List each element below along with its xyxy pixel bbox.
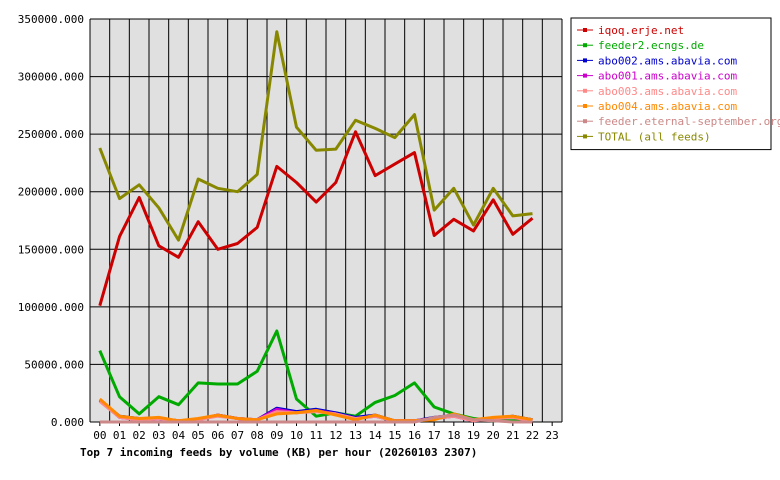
x-tick-label: 23 bbox=[546, 429, 559, 442]
plot-area: 0.000 50000.000 100000.000 150000.000 200000… bbox=[18, 13, 563, 442]
x-tick-label: 06 bbox=[211, 429, 224, 442]
legend: iqoq.erje.net feeder2.ecngs.de abo002.ams.… bbox=[570, 17, 780, 151]
legend-marker bbox=[583, 119, 587, 124]
y-tick-label: 0.000 bbox=[51, 416, 84, 429]
legend-marker bbox=[583, 88, 587, 93]
legend-label: TOTAL (all feeds) bbox=[598, 130, 711, 143]
y-tick-label: 150000.000 bbox=[18, 243, 84, 256]
x-tick-label: 16 bbox=[408, 429, 421, 442]
x-tick-label: 10 bbox=[290, 429, 303, 442]
x-tick-label: 15 bbox=[388, 429, 401, 442]
x-tick-label: 14 bbox=[369, 429, 383, 442]
x-tick-label: 05 bbox=[192, 429, 205, 442]
x-tick-label: 02 bbox=[133, 429, 146, 442]
x-tick-label: 11 bbox=[310, 429, 323, 442]
x-tick-label: 18 bbox=[447, 429, 460, 442]
x-tick-label: 00 bbox=[93, 429, 106, 442]
legend-label: iqoq.erje.net bbox=[598, 24, 684, 37]
y-tick-label: 50000.000 bbox=[24, 358, 84, 371]
y-tick-label: 200000.000 bbox=[18, 186, 84, 199]
series-line bbox=[98, 130, 534, 307]
y-tick-label: 300000.000 bbox=[18, 71, 84, 84]
x-tick-label: 13 bbox=[349, 429, 362, 442]
x-tick-label: 22 bbox=[526, 429, 539, 442]
legend-label: abo001.ams.abavia.com bbox=[598, 70, 737, 83]
x-tick-label: 19 bbox=[467, 429, 480, 442]
legend-marker bbox=[583, 58, 587, 63]
legend-marker bbox=[583, 43, 587, 48]
legend-label: feeder2.ecngs.de bbox=[598, 39, 704, 52]
x-tick-label: 17 bbox=[428, 429, 441, 442]
x-tick-label: 08 bbox=[251, 429, 264, 442]
y-tick-label: 350000.000 bbox=[18, 13, 84, 26]
legend-label: abo004.ams.abavia.com bbox=[598, 100, 737, 113]
legend-marker bbox=[583, 104, 587, 108]
chart-title: Top 7 incoming feeds by volume (KB) per … bbox=[80, 446, 477, 459]
x-tick-label: 04 bbox=[172, 429, 186, 442]
x-tick-label: 03 bbox=[152, 429, 165, 442]
legend-marker bbox=[583, 134, 587, 139]
legend-box bbox=[570, 17, 772, 151]
legend-marker bbox=[583, 73, 587, 78]
series-line bbox=[98, 30, 533, 242]
x-tick-label: 21 bbox=[506, 429, 519, 442]
x-tick-label: 09 bbox=[270, 429, 283, 442]
x-tick-label: 07 bbox=[231, 429, 244, 442]
y-tick-label: 100000.000 bbox=[18, 301, 84, 314]
y-tick-label: 250000.000 bbox=[18, 128, 84, 141]
x-tick-label: 12 bbox=[329, 429, 342, 442]
series-line bbox=[99, 413, 533, 424]
x-tick-label: 20 bbox=[487, 429, 500, 442]
legend-marker bbox=[583, 28, 587, 32]
legend-label: abo003.ams.abavia.com bbox=[598, 85, 737, 98]
legend-label: feeder.eternal-september.org bbox=[598, 115, 780, 128]
legend-label: abo002.ams.abavia.com bbox=[598, 54, 737, 67]
x-tick-label: 01 bbox=[113, 429, 126, 442]
